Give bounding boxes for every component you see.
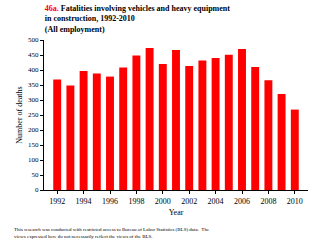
svg-text:200: 200 [28,126,39,134]
svg-text:150: 150 [28,141,39,149]
svg-text:100: 100 [28,156,39,164]
svg-text:250: 250 [28,111,39,119]
svg-text:2002: 2002 [181,197,197,206]
svg-text:Year: Year [169,208,184,217]
svg-text:2006: 2006 [234,197,250,206]
svg-text:2010: 2010 [287,197,303,206]
svg-text:2008: 2008 [260,197,276,206]
svg-text:1998: 1998 [128,197,144,206]
svg-text:350: 350 [28,81,39,89]
svg-text:500: 500 [28,36,39,44]
svg-text:1996: 1996 [102,197,118,206]
svg-text:1992: 1992 [49,197,65,206]
svg-text:0: 0 [35,186,39,194]
svg-text:400: 400 [28,66,39,74]
svg-text:50: 50 [32,171,40,179]
svg-text:2004: 2004 [208,197,224,206]
svg-text:This research was conducted wi: This research was conducted with restric… [14,227,210,239]
svg-text:2000: 2000 [155,197,171,206]
svg-text:1994: 1994 [76,197,92,206]
svg-text:46a. Fatalities involving vehi: 46a. Fatalities involving vehicles and h… [45,4,230,34]
svg-text:Number of deaths: Number of deaths [15,86,24,143]
svg-text:300: 300 [28,96,39,104]
svg-text:450: 450 [28,51,39,59]
